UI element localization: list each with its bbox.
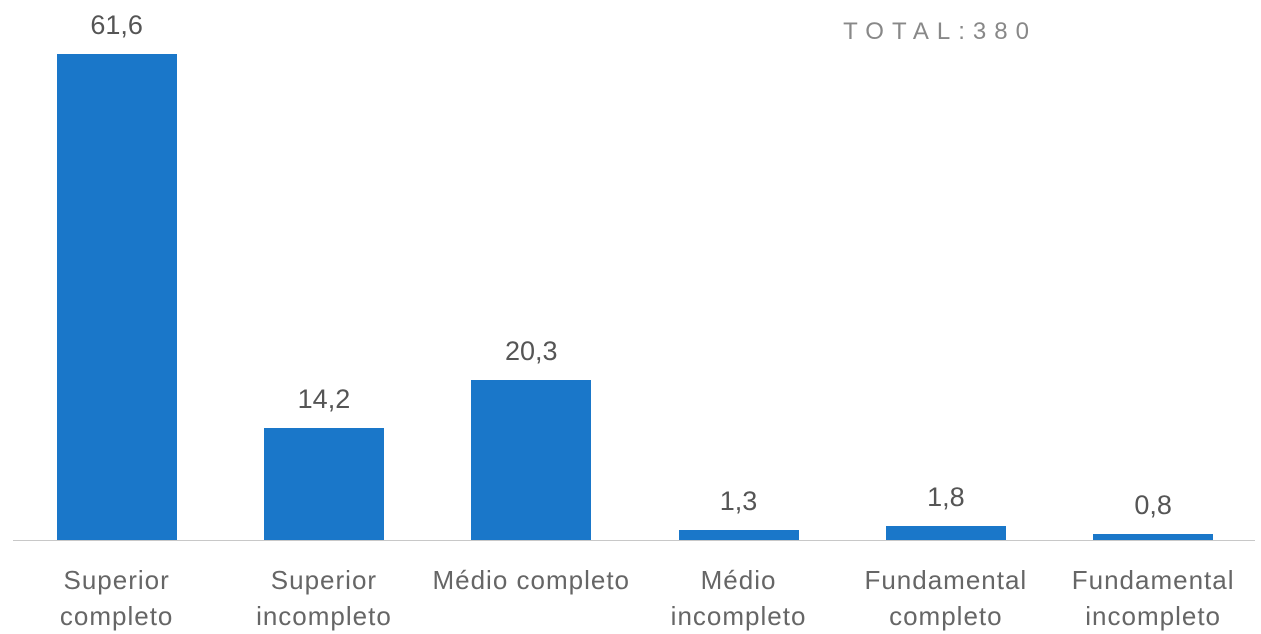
total-annotation: TOTAL:380 — [843, 18, 1037, 45]
bar — [1093, 533, 1214, 540]
bar — [678, 529, 799, 540]
value-label: 20,3 — [504, 335, 558, 366]
x-tick-label: Superior completo — [59, 565, 174, 631]
bar — [56, 54, 177, 540]
bar — [471, 379, 592, 540]
baseline — [13, 540, 1255, 541]
value-label: 0,8 — [1134, 489, 1172, 520]
bar — [885, 525, 1006, 540]
x-tick-label: Superior incompleto — [256, 565, 392, 631]
bar — [263, 427, 384, 540]
value-label: 14,2 — [297, 383, 351, 414]
x-tick-label: Fundamental incompleto — [1071, 565, 1235, 631]
x-tick-label: Médio incompleto — [670, 565, 807, 631]
value-label: 1,8 — [927, 481, 965, 512]
x-tick-label: Fundamental completo — [864, 565, 1028, 631]
value-label: 61,6 — [90, 10, 143, 40]
x-tick-label: Médio completo — [432, 565, 631, 595]
value-label: 1,3 — [719, 485, 758, 516]
